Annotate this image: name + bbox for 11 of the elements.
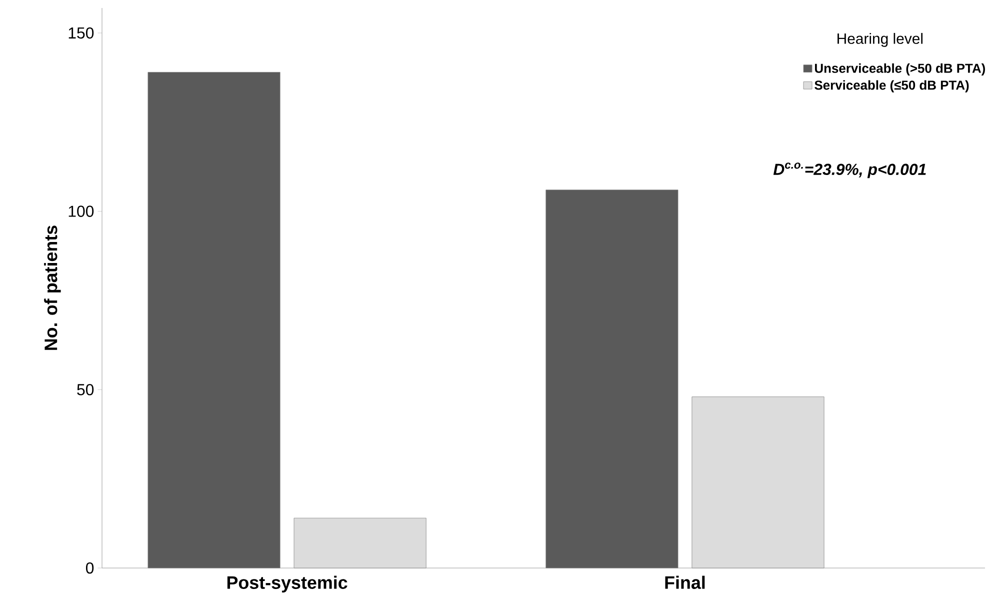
- y-tick-label: 100: [68, 206, 94, 217]
- legend-title: Hearing level: [838, 32, 922, 47]
- legend-label: Unserviceable (>50 dB PTA): [814, 63, 985, 76]
- y-tick-label: 0: [86, 562, 94, 574]
- annotation: D$^{c.o.}$=23.9%, p<0.001: [773, 162, 926, 178]
- x-tick-label: Post-systemic: [227, 576, 348, 592]
- y-tick-label: 50: [77, 384, 94, 396]
- y-tick-label: 150: [68, 27, 94, 39]
- legend-label: Serviceable (≤50 dB PTA): [814, 80, 969, 92]
- x-tick-label: Final: [665, 576, 705, 589]
- y-axis-title: No. of patients: [44, 226, 61, 350]
